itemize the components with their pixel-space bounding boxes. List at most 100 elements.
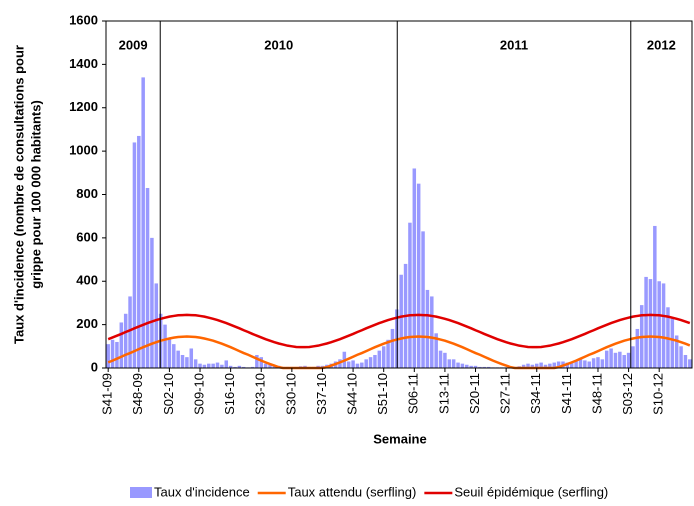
y-tick-label: 600	[76, 229, 98, 244]
bar	[543, 364, 548, 368]
y-tick-label: 1600	[69, 12, 98, 27]
bar	[141, 77, 145, 368]
bar	[228, 365, 233, 368]
bar	[622, 354, 626, 368]
bar	[583, 360, 587, 368]
x-tick-label: S06-11	[406, 373, 421, 414]
line-series	[107, 313, 691, 349]
bar	[465, 364, 469, 368]
bar	[443, 352, 447, 368]
bar	[172, 344, 176, 368]
bar	[661, 283, 666, 368]
bar	[591, 358, 596, 368]
bar	[596, 357, 600, 368]
bar	[451, 359, 456, 368]
bar	[250, 366, 255, 368]
bar	[150, 237, 154, 368]
legend-label: Seuil épidémique (serfling)	[454, 484, 608, 499]
bar	[220, 364, 224, 368]
x-tick-label: S41-11	[559, 373, 574, 414]
bar	[189, 348, 194, 368]
bar	[202, 364, 207, 368]
bar	[569, 362, 574, 368]
x-axis-label: Semaine	[373, 431, 426, 446]
legend-label: Taux d'incidence	[154, 484, 250, 499]
bar	[373, 354, 377, 368]
x-tick-label: S48-11	[589, 373, 604, 414]
bar	[447, 359, 452, 368]
bar	[386, 339, 390, 368]
bar	[167, 337, 172, 368]
x-tick-label: S10-12	[651, 373, 666, 415]
line-series	[107, 335, 691, 370]
x-tick-label: S44-10	[345, 373, 360, 415]
bar	[587, 361, 591, 368]
x-tick-label: S37-10	[314, 373, 329, 415]
bar	[233, 366, 237, 368]
bar	[613, 352, 618, 368]
bar	[163, 324, 167, 368]
bar	[416, 183, 421, 368]
bar	[653, 225, 657, 368]
bar	[377, 350, 382, 368]
bar	[268, 364, 272, 368]
bar	[176, 350, 180, 368]
bar	[648, 279, 653, 368]
bar	[215, 362, 220, 368]
bar	[473, 365, 478, 368]
x-tick-label: S20-11	[467, 373, 482, 414]
bar	[242, 366, 246, 368]
x-tick-label: S16-10	[222, 373, 237, 415]
bar	[408, 222, 412, 368]
bar	[530, 364, 535, 368]
bar	[609, 348, 613, 368]
bar	[478, 366, 482, 368]
bar	[469, 365, 473, 368]
bar	[486, 366, 491, 368]
x-tick-label: S48-09	[130, 373, 145, 415]
bar	[128, 296, 132, 368]
y-tick-label: 400	[76, 273, 98, 288]
bar	[390, 328, 395, 368]
bar	[106, 344, 110, 368]
bar	[123, 313, 128, 368]
bar	[521, 364, 526, 368]
bar	[600, 359, 605, 368]
legend-label: Taux attendu (serfling)	[288, 484, 417, 499]
x-tick-label: S23-10	[253, 373, 268, 415]
bar	[346, 361, 351, 368]
bar	[207, 363, 211, 368]
bar	[460, 363, 465, 368]
bar	[635, 328, 640, 368]
bar	[688, 359, 692, 368]
bar	[115, 341, 119, 368]
y-tick-label: 1200	[69, 99, 98, 114]
bar	[137, 135, 141, 368]
y-tick-label: 1400	[69, 56, 98, 71]
bar	[180, 354, 185, 368]
bar	[618, 351, 622, 368]
bar	[556, 361, 561, 368]
x-tick-label: S30-10	[283, 373, 298, 415]
period-label: 2009	[119, 37, 148, 52]
bar	[644, 276, 648, 368]
x-tick-label: S13-11	[436, 373, 451, 414]
bar	[399, 274, 403, 368]
x-tick-label: S09-10	[191, 373, 206, 415]
bar	[368, 357, 373, 368]
bar	[237, 365, 242, 368]
y-tick-label: 0	[91, 359, 98, 374]
bar	[539, 362, 543, 368]
bar	[185, 357, 189, 368]
period-label: 2010	[264, 37, 293, 52]
y-axis-label: grippe pour 100 000 habitants)	[28, 100, 43, 289]
bar	[456, 362, 460, 368]
bar	[145, 187, 150, 368]
bar	[355, 363, 360, 368]
bar	[421, 231, 425, 368]
bar	[548, 363, 552, 368]
bar	[631, 346, 635, 368]
bar	[119, 322, 124, 368]
bar	[198, 363, 202, 368]
